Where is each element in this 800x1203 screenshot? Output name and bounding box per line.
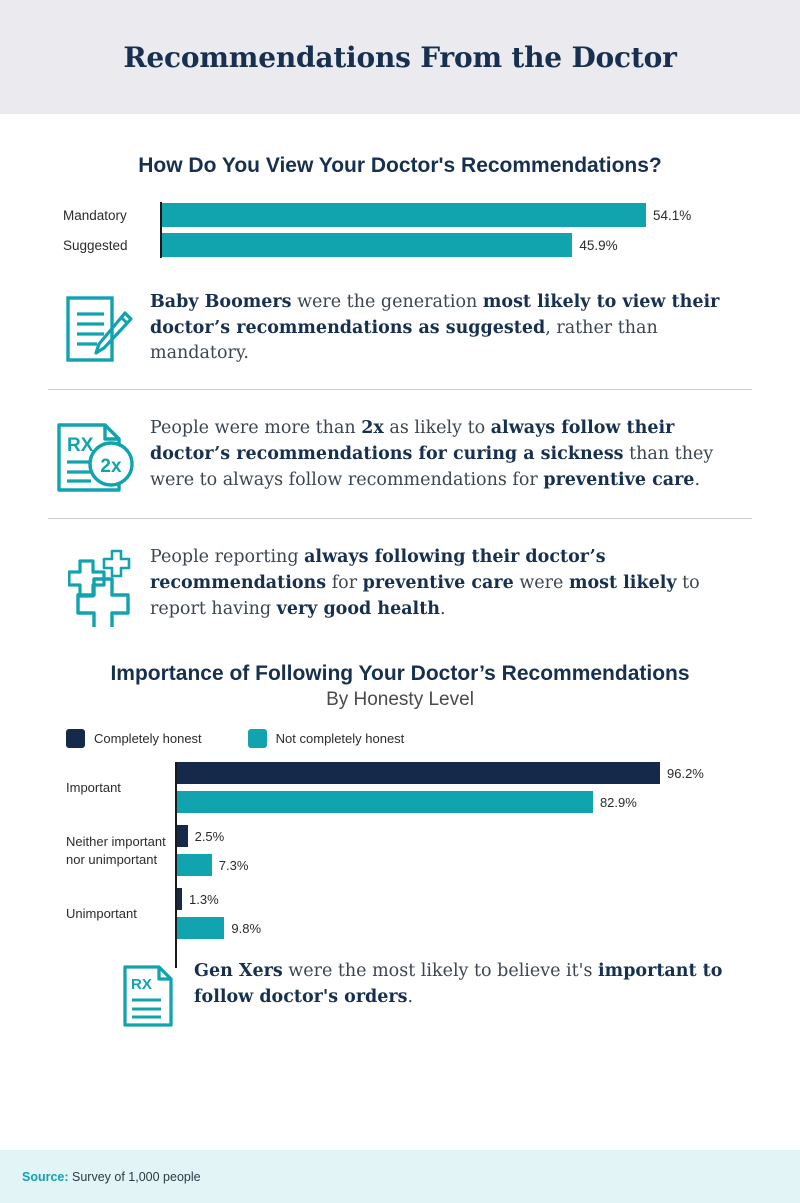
callout-baby-boomers: Baby Boomers were the generation most li…	[0, 290, 800, 367]
chart2-category-label: Important	[66, 780, 121, 796]
source-value: Survey of 1,000 people	[68, 1169, 201, 1184]
callout-2x-sickness: RX 2x People were more than 2x as likely…	[0, 416, 800, 496]
chart2-bar-row: 2.5%	[175, 825, 800, 848]
chart1-axis-line	[160, 202, 162, 258]
chart2-bar	[175, 762, 660, 785]
chart1-bar-row: Mandatory 54.1%	[63, 202, 800, 228]
rx-2x-icon: RX 2x	[48, 416, 144, 496]
chart1-bar-row: Suggested 45.9%	[63, 232, 800, 258]
legend-swatch-icon	[247, 729, 267, 749]
chart2-bar	[175, 854, 212, 877]
chart2-subtitle: By Honesty Level	[326, 689, 474, 711]
chart1: Mandatory 54.1% Suggested 45.9%	[0, 202, 800, 258]
divider	[48, 518, 752, 520]
legend-item-not-completely-honest: Not completely honest	[247, 729, 405, 749]
chart2-value-label: 1.3%	[189, 891, 219, 907]
svg-text:2x: 2x	[100, 456, 122, 477]
chart2-group: Neither important nor unimportant 2.5% 7…	[66, 825, 800, 877]
chart2-title: Importance of Following Your Doctor’s Re…	[110, 662, 690, 686]
divider	[48, 389, 752, 391]
chart2-group: Unimportant 1.3% 9.8%	[66, 888, 800, 940]
callout-text: People were more than 2x as likely to al…	[150, 418, 714, 490]
chart2-legend: Completely honest Not completely honest	[0, 729, 800, 749]
infographic-body: How Do You View Your Doctor's Recommenda…	[0, 154, 800, 1029]
chart2: Important 96.2% 82.9% Neither important …	[0, 762, 800, 969]
document-pencil-icon	[48, 290, 144, 367]
chart2-bar	[175, 917, 225, 940]
chart2-group: Important 96.2% 82.9%	[66, 762, 800, 814]
footer: Source: Survey of 1,000 people	[0, 1150, 800, 1203]
chart2-value-label: 7.3%	[218, 857, 249, 873]
chart2-bar-row: 96.2%	[175, 762, 800, 785]
chart1-bar	[160, 203, 646, 227]
svg-text:RX: RX	[67, 435, 94, 456]
chart2-bar-row: 7.3%	[175, 854, 800, 877]
source-label: Source:	[22, 1169, 69, 1184]
callout-text: People reporting always following their …	[150, 547, 700, 619]
legend-item-completely-honest: Completely honest	[66, 729, 202, 749]
chart2-value-label: 9.8%	[231, 920, 262, 936]
legend-label: Not completely honest	[275, 731, 405, 747]
source-note: Source: Survey of 1,000 people	[0, 1170, 201, 1184]
chart1-title: How Do You View Your Doctor's Recommenda…	[138, 154, 662, 177]
callout-text: Gen Xers were the most likely to believe…	[194, 961, 723, 1008]
legend-label: Completely honest	[94, 731, 202, 747]
chart2-value-label: 82.9%	[599, 794, 637, 810]
chart2-category-label: Unimportant	[66, 906, 137, 922]
chart2-bar	[175, 825, 188, 848]
legend-swatch-icon	[66, 729, 85, 749]
page-header: Recommendations From the Doctor	[0, 0, 800, 114]
chart1-bar	[160, 233, 573, 257]
chart2-category-label: Neither important nor unimportant	[66, 834, 166, 867]
medical-crosses-icon	[48, 545, 144, 628]
chart2-bar-row: 1.3%	[175, 888, 800, 911]
chart2-bar	[175, 888, 182, 911]
callout-gen-xers: RX Gen Xers were the most likely to beli…	[0, 959, 800, 1029]
chart2-bar-row: 82.9%	[175, 791, 800, 814]
chart1-category-label: Suggested	[63, 237, 128, 253]
callout-text: Baby Boomers were the generation most li…	[150, 292, 720, 364]
chart2-bar	[175, 791, 593, 814]
page-title: Recommendations From the Doctor	[123, 40, 677, 74]
callout-preventive-care-health: People reporting always following their …	[0, 545, 800, 628]
rx-document-icon: RX	[110, 959, 188, 1029]
chart1-value-label: 54.1%	[653, 207, 692, 223]
chart2-axis-line	[175, 762, 177, 969]
chart2-value-label: 96.2%	[667, 765, 704, 781]
chart2-bar-row: 9.8%	[175, 917, 800, 940]
svg-text:RX: RX	[131, 976, 152, 993]
chart1-value-label: 45.9%	[579, 237, 618, 253]
chart2-value-label: 2.5%	[194, 828, 225, 844]
chart1-category-label: Mandatory	[63, 207, 127, 223]
